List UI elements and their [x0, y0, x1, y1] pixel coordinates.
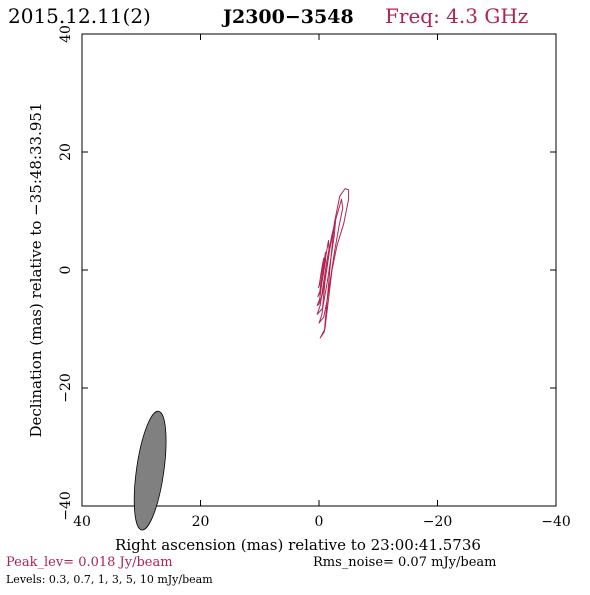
contour-levels: Levels: 0.3, 0.7, 1, 3, 5, 10 mJy/beam	[6, 573, 213, 586]
y-axis-label: Declination (mas) relative to −35:48:33.…	[27, 102, 45, 437]
peak-level: Peak_lev= 0.018 Jy/beam	[6, 555, 173, 570]
rms-noise: Rms_noise= 0.07 mJy/beam	[313, 555, 496, 570]
observation-date: 2015.12.11(2)	[8, 4, 151, 28]
tick-marks	[81, 33, 557, 507]
y-tick-label: 20	[58, 143, 74, 161]
x-axis-label: Right ascension (mas) relative to 23:00:…	[115, 536, 481, 554]
y-tick-labels: −40 −20 0 20 40	[58, 25, 74, 521]
source-name: J2300−3548	[221, 6, 354, 28]
contour-level-10	[317, 257, 325, 289]
x-tick-label: −20	[423, 514, 453, 530]
y-tick-label: 40	[58, 25, 74, 43]
contour-level-5	[317, 251, 326, 298]
contour-level-1	[316, 219, 337, 315]
contour-level-0-3	[319, 188, 350, 339]
y-tick-label: −20	[58, 373, 74, 403]
beam-ellipse-group	[133, 410, 167, 531]
x-tick-labels: 40 20 0 −20 −40	[73, 514, 571, 530]
x-tick-label: 20	[192, 514, 210, 530]
contour-lines	[316, 188, 350, 339]
x-tick-label: 40	[73, 514, 91, 530]
y-tick-label: −40	[58, 491, 74, 521]
contour-level-3	[316, 240, 330, 306]
x-tick-label: −40	[541, 514, 571, 530]
beam-ellipse	[133, 410, 167, 531]
y-tick-label: 0	[58, 266, 74, 275]
x-tick-label: 0	[315, 514, 324, 530]
frequency-label: Freq: 4.3 GHz	[385, 4, 528, 28]
